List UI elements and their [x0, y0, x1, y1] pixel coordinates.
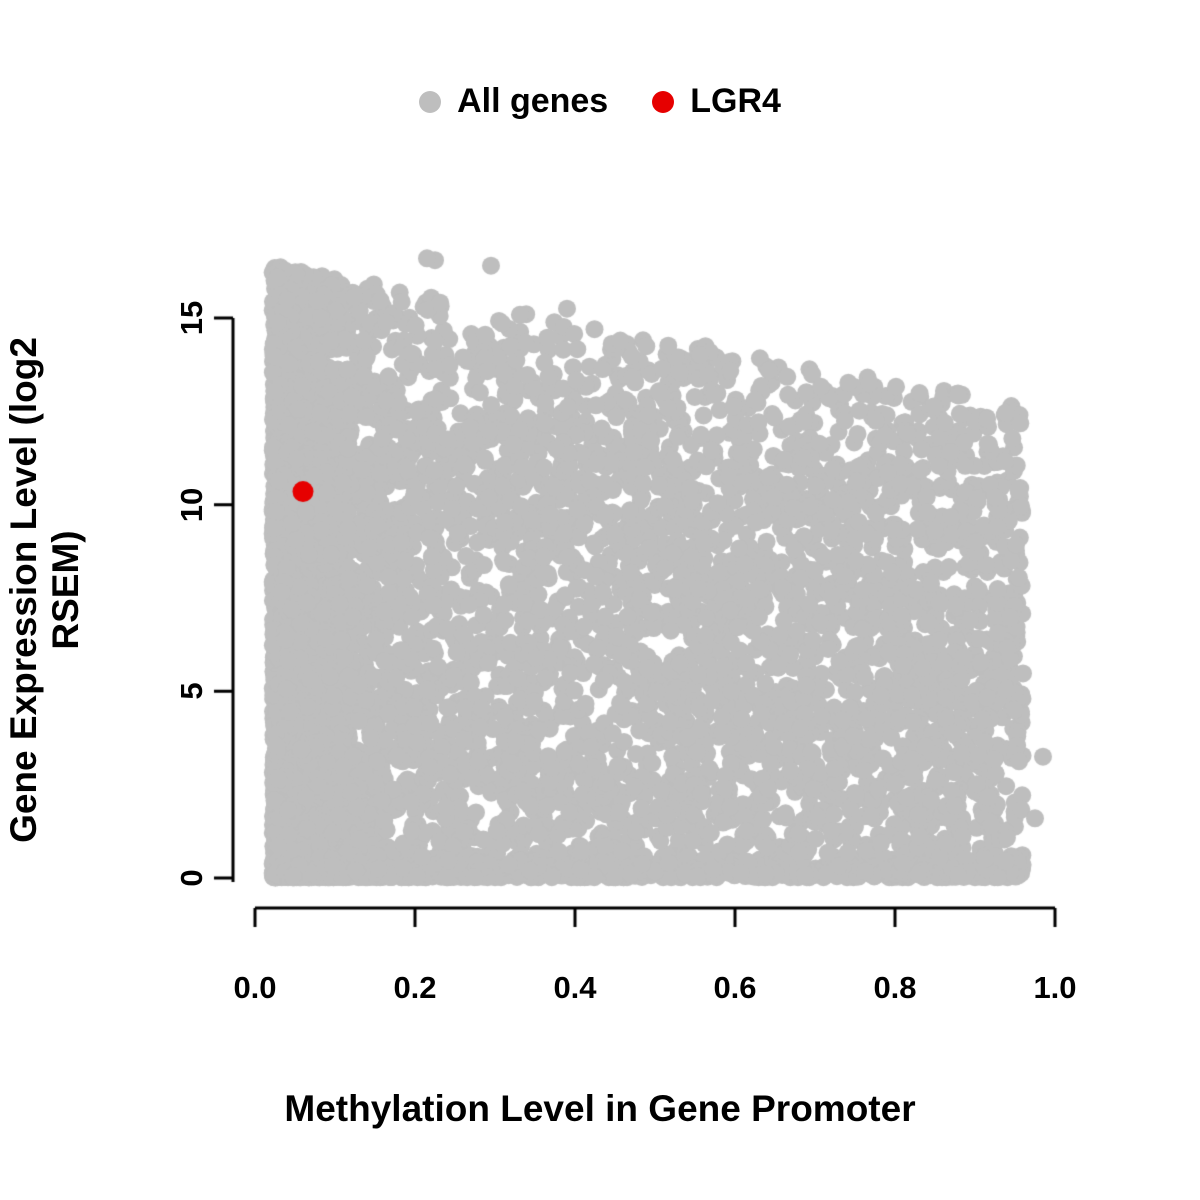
- legend-label-all-genes: All genes: [457, 82, 609, 120]
- y-tick-label-0: 0: [174, 869, 209, 887]
- x-tick-label-0.0: 0.0: [233, 970, 277, 1005]
- legend: All genes LGR4: [0, 82, 1200, 121]
- all-genes-dot-icon: [419, 90, 442, 113]
- x-tick-label-0.6: 0.6: [713, 970, 757, 1005]
- y-tick-label-5: 5: [174, 682, 209, 700]
- y-axis-title: Gene Expression Level (log2 RSEM): [3, 337, 86, 843]
- y-tick-label-10: 10: [174, 487, 209, 522]
- x-tick-label-0.2: 0.2: [393, 970, 437, 1005]
- legend-label-lgr4: LGR4: [690, 82, 781, 120]
- legend-entry-all-genes: All genes: [419, 82, 608, 121]
- lgr4-dot-icon: [652, 90, 675, 113]
- x-tick-label-0.4: 0.4: [553, 970, 597, 1005]
- y-tick-label-15: 15: [174, 300, 209, 336]
- x-tick-label-0.8: 0.8: [873, 970, 917, 1005]
- legend-entry-lgr4: LGR4: [652, 82, 781, 121]
- x-tick-label-1.0: 1.0: [1033, 970, 1077, 1005]
- x-axis-title: Methylation Level in Gene Promoter: [284, 1088, 916, 1129]
